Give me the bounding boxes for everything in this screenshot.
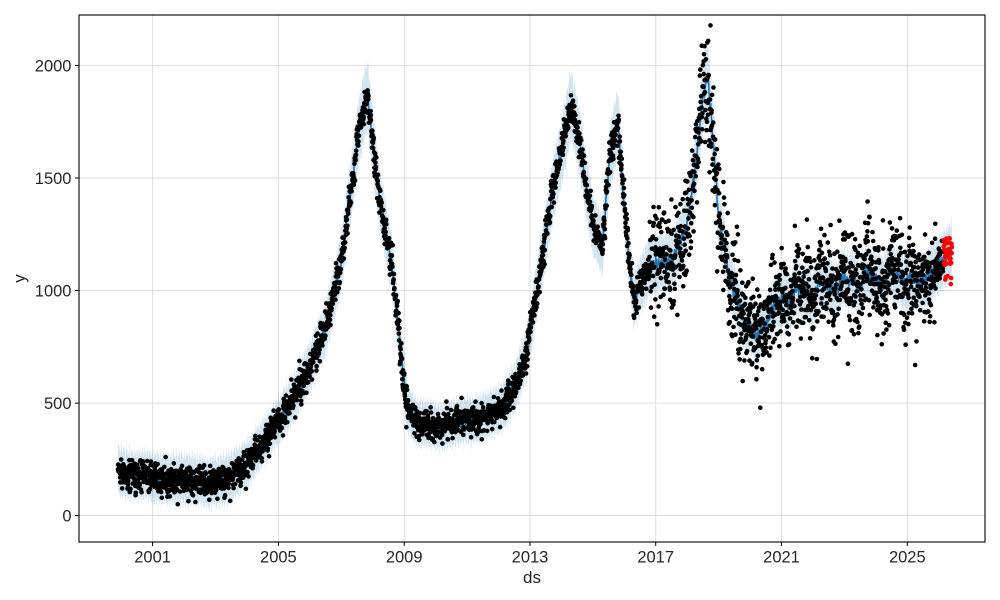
svg-text:2000: 2000: [35, 57, 72, 75]
svg-text:1500: 1500: [35, 170, 72, 188]
svg-text:2001: 2001: [134, 549, 171, 567]
svg-text:2017: 2017: [637, 549, 674, 567]
svg-text:y: y: [10, 274, 29, 283]
svg-text:0: 0: [62, 508, 71, 526]
svg-text:2025: 2025: [889, 549, 926, 567]
svg-text:500: 500: [44, 395, 72, 413]
svg-text:2009: 2009: [386, 549, 423, 567]
svg-text:1000: 1000: [35, 282, 72, 300]
svg-text:2021: 2021: [763, 549, 800, 567]
svg-text:ds: ds: [523, 568, 541, 587]
svg-text:2005: 2005: [260, 549, 297, 567]
svg-text:2013: 2013: [512, 549, 549, 567]
